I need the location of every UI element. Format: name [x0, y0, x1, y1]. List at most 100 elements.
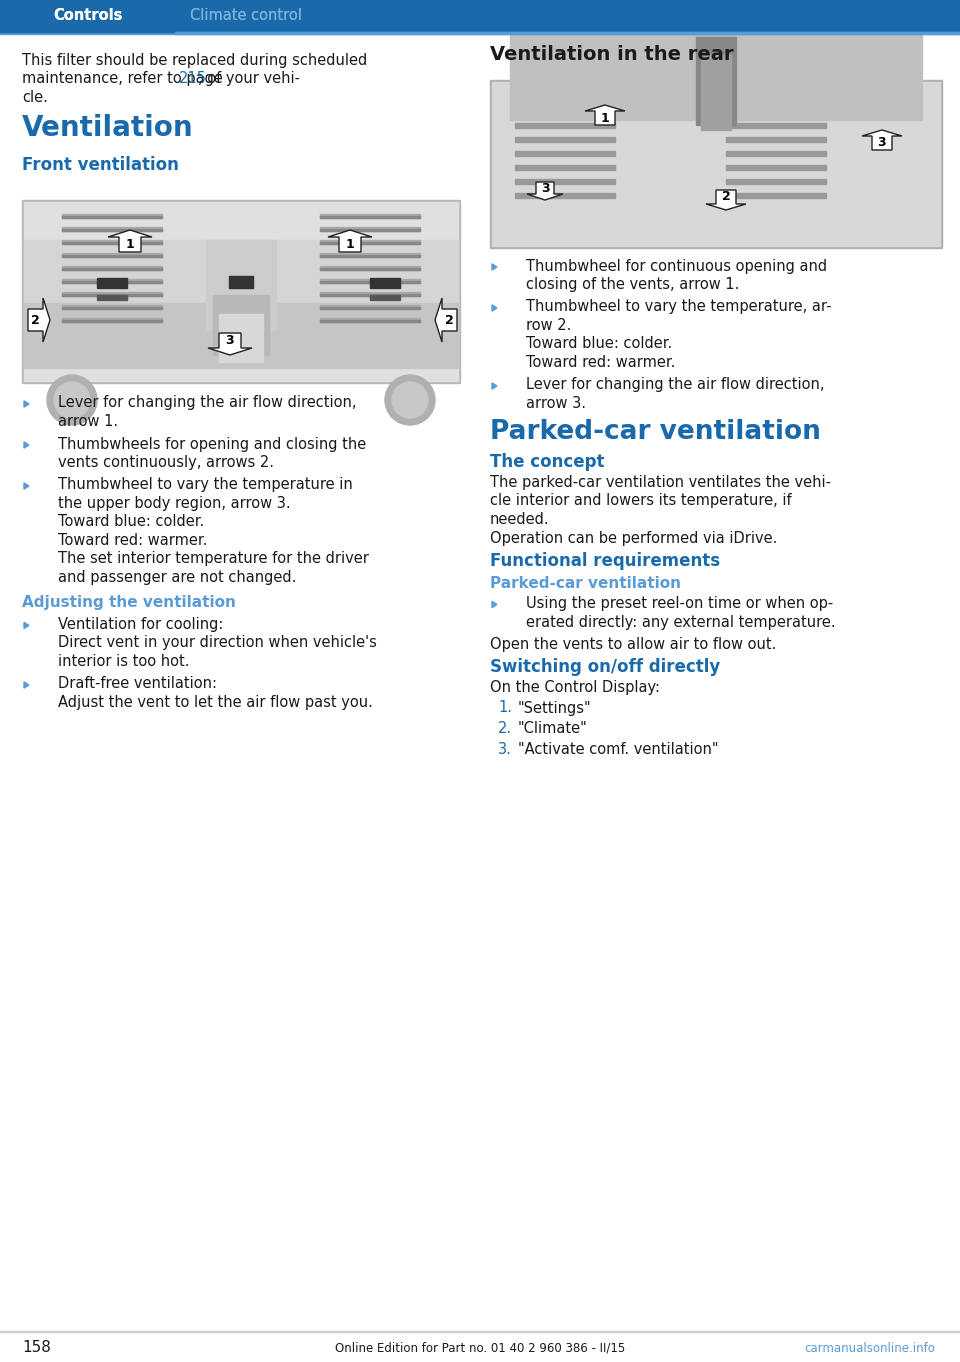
Polygon shape — [435, 298, 457, 342]
Text: This filter should be replaced during scheduled: This filter should be replaced during sc… — [22, 53, 368, 68]
Bar — [62, 255, 162, 257]
Text: cle interior and lowers its temperature, if: cle interior and lowers its temperature,… — [490, 493, 792, 508]
Bar — [515, 123, 615, 128]
Bar — [62, 217, 162, 218]
Text: needed.: needed. — [490, 512, 550, 527]
Text: cle.: cle. — [22, 90, 48, 105]
Text: Adjusting the ventilation: Adjusting the ventilation — [22, 594, 236, 610]
Text: 158: 158 — [22, 1340, 51, 1355]
Bar — [62, 268, 162, 270]
Text: Climate control: Climate control — [190, 8, 301, 23]
Circle shape — [54, 381, 90, 418]
Text: 3: 3 — [877, 136, 886, 150]
Bar — [62, 266, 162, 270]
Bar — [62, 320, 162, 321]
Text: 3.: 3. — [498, 741, 512, 756]
Text: Thumbwheel to vary the temperature, ar-: Thumbwheel to vary the temperature, ar- — [526, 300, 831, 315]
Polygon shape — [24, 682, 29, 688]
Polygon shape — [24, 622, 29, 629]
Text: the upper body region, arrow 3.: the upper body region, arrow 3. — [58, 496, 291, 511]
Text: row 2.: row 2. — [526, 317, 571, 332]
Bar — [62, 214, 162, 218]
Bar — [320, 294, 420, 296]
Bar — [62, 306, 162, 309]
Bar — [320, 217, 420, 218]
Text: Parked-car ventilation: Parked-car ventilation — [490, 419, 821, 445]
Text: Thumbwheel to vary the temperature in: Thumbwheel to vary the temperature in — [58, 478, 352, 493]
Polygon shape — [24, 484, 29, 489]
Bar — [219, 315, 263, 362]
Polygon shape — [492, 602, 497, 607]
Bar — [229, 276, 253, 287]
Bar — [24, 240, 458, 330]
Bar — [701, 54, 731, 129]
Bar — [320, 306, 420, 309]
Text: The concept: The concept — [490, 454, 605, 471]
Text: Lever for changing the air flow direction,: Lever for changing the air flow directio… — [526, 377, 825, 392]
Bar — [213, 296, 269, 355]
Text: Controls: Controls — [54, 8, 123, 23]
Bar — [320, 227, 420, 232]
Text: Toward blue: colder.: Toward blue: colder. — [526, 336, 672, 351]
Text: 2: 2 — [722, 191, 731, 203]
Polygon shape — [862, 129, 902, 150]
Text: Online Edition for Part no. 01 40 2 960 386 - II/15: Online Edition for Part no. 01 40 2 960 … — [335, 1342, 625, 1354]
Text: The parked-car ventilation ventilates the vehi-: The parked-car ventilation ventilates th… — [490, 475, 831, 490]
Text: arrow 3.: arrow 3. — [526, 396, 586, 411]
Bar — [320, 214, 420, 218]
Bar — [490, 80, 942, 248]
Bar — [726, 193, 826, 197]
Text: 1: 1 — [346, 238, 354, 251]
Text: carmanualsonline.info: carmanualsonline.info — [804, 1342, 935, 1354]
Polygon shape — [24, 441, 29, 448]
Bar — [0, 1331, 960, 1332]
Bar — [370, 278, 400, 287]
Text: Direct vent in your direction when vehicle's: Direct vent in your direction when vehic… — [58, 636, 377, 651]
Text: arrow 1.: arrow 1. — [58, 414, 118, 429]
Bar — [370, 296, 400, 300]
Bar — [696, 37, 736, 125]
Polygon shape — [585, 105, 625, 125]
Text: Front ventilation: Front ventilation — [22, 157, 179, 174]
Text: , of your vehi-: , of your vehi- — [198, 71, 300, 86]
Text: Toward red: warmer.: Toward red: warmer. — [526, 355, 676, 370]
Bar — [22, 200, 460, 383]
Bar — [62, 305, 162, 309]
Bar — [24, 302, 458, 368]
Text: 3: 3 — [226, 334, 234, 347]
Text: Ventilation for cooling:: Ventilation for cooling: — [58, 617, 224, 632]
Polygon shape — [492, 264, 497, 270]
Bar — [726, 151, 826, 157]
Text: Draft-free ventilation:: Draft-free ventilation: — [58, 677, 217, 692]
Polygon shape — [492, 383, 497, 390]
Text: Toward blue: colder.: Toward blue: colder. — [58, 515, 204, 530]
Bar — [515, 178, 615, 184]
Text: Ventilation: Ventilation — [22, 114, 194, 142]
Bar — [62, 229, 162, 232]
Text: Adjust the vent to let the air flow past you.: Adjust the vent to let the air flow past… — [58, 695, 372, 710]
Bar — [62, 294, 162, 296]
Bar — [175, 31, 960, 34]
Text: "Settings": "Settings" — [518, 700, 591, 715]
Text: 1.: 1. — [498, 700, 512, 715]
Bar — [0, 0, 960, 31]
Text: 2.: 2. — [498, 720, 512, 735]
Text: On the Control Display:: On the Control Display: — [490, 680, 660, 695]
Bar — [24, 202, 458, 381]
Bar — [206, 240, 276, 330]
Polygon shape — [208, 332, 252, 355]
Text: 2: 2 — [32, 313, 40, 327]
Bar — [320, 268, 420, 270]
Text: erated directly: any external temperature.: erated directly: any external temperatur… — [526, 614, 835, 629]
Text: Lever for changing the air flow direction,: Lever for changing the air flow directio… — [58, 395, 356, 410]
Text: Ventilation in the rear: Ventilation in the rear — [490, 45, 733, 64]
Text: "Activate comf. ventilation": "Activate comf. ventilation" — [518, 741, 718, 756]
Circle shape — [385, 375, 435, 425]
Bar — [62, 240, 162, 244]
Text: Using the preset reel-on time or when op-: Using the preset reel-on time or when op… — [526, 597, 833, 612]
Bar — [515, 165, 615, 170]
Bar — [320, 242, 420, 244]
Bar — [320, 255, 420, 257]
Text: and passenger are not changed.: and passenger are not changed. — [58, 571, 297, 586]
Polygon shape — [24, 400, 29, 407]
